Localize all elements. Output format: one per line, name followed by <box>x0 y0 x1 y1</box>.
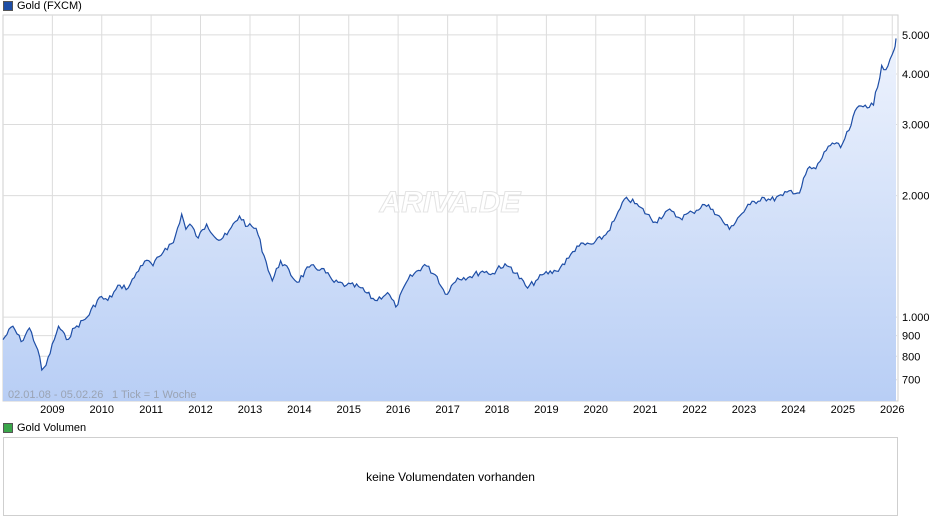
x-tick-label: 2017 <box>435 404 459 416</box>
y-axis: 700 800 900 1.000 2.000 3.000 4.000 5.000 <box>902 30 930 387</box>
date-range-label: 02.01.08 - 05.02.26 <box>8 389 103 401</box>
x-tick-label: 2025 <box>831 404 855 416</box>
x-tick-label: 2021 <box>633 404 657 416</box>
x-tick-label: 2009 <box>40 404 64 416</box>
price-chart: ARIVA.DE 700 800 900 1.000 2.000 3.000 4.000 5.… <box>2 14 930 416</box>
x-tick-label: 2026 <box>880 404 904 416</box>
volume-panel: keine Volumendaten vorhanden <box>3 437 898 516</box>
x-tick-label: 2015 <box>337 404 361 416</box>
price-legend: Gold (FXCM) <box>3 0 82 12</box>
y-tick-label: 3.000 <box>902 119 930 131</box>
x-tick-label: 2013 <box>238 404 262 416</box>
x-tick-label: 2019 <box>534 404 558 416</box>
no-volume-message: keine Volumendaten vorhanden <box>366 470 535 484</box>
x-tick-label: 2020 <box>584 404 608 416</box>
x-tick-label: 2016 <box>386 404 410 416</box>
price-legend-swatch <box>3 1 13 11</box>
price-legend-label: Gold (FXCM) <box>17 0 82 12</box>
x-tick-label: 2022 <box>682 404 706 416</box>
volume-legend: Gold Volumen <box>3 422 86 434</box>
x-axis: 2009 2010 2011 2012 2013 2014 2015 2016 2017 2018… <box>40 404 904 416</box>
volume-legend-swatch <box>3 423 13 433</box>
volume-legend-label: Gold Volumen <box>17 422 87 434</box>
x-tick-label: 2018 <box>485 404 509 416</box>
y-tick-label: 5.000 <box>902 30 930 42</box>
x-tick-label: 2014 <box>287 404 311 416</box>
watermark: ARIVA.DE <box>378 186 521 219</box>
x-tick-label: 2024 <box>781 404 805 416</box>
price-line <box>2 38 897 372</box>
tick-info-label: 1 Tick = 1 Woche <box>112 389 196 401</box>
y-tick-label: 900 <box>902 331 920 343</box>
y-tick-label: 1.000 <box>902 312 930 324</box>
price-area <box>3 38 896 402</box>
y-tick-label: 800 <box>902 351 920 363</box>
x-tick-label: 2012 <box>188 404 212 416</box>
y-tick-label: 700 <box>902 375 920 387</box>
y-tick-label: 2.000 <box>902 191 930 203</box>
x-tick-label: 2011 <box>139 404 163 416</box>
x-tick-label: 2010 <box>90 404 114 416</box>
y-tick-label: 4.000 <box>902 69 930 81</box>
x-tick-label: 2023 <box>732 404 756 416</box>
